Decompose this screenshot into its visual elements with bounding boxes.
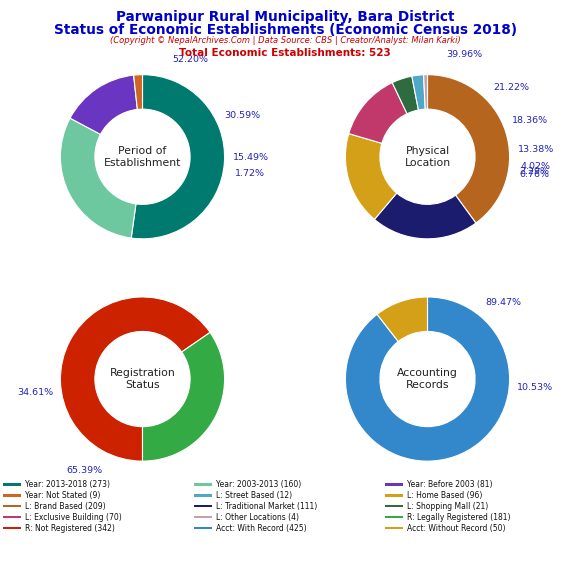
Wedge shape — [60, 297, 210, 461]
Text: (Copyright © NepalArchives.Com | Data Source: CBS | Creator/Analyst: Milan Karki: (Copyright © NepalArchives.Com | Data So… — [109, 36, 461, 45]
Wedge shape — [345, 133, 397, 219]
Text: Period of
Establishment: Period of Establishment — [104, 146, 181, 168]
Wedge shape — [60, 118, 136, 238]
Text: 10.53%: 10.53% — [518, 384, 553, 393]
Text: Year: Not Stated (9): Year: Not Stated (9) — [25, 491, 100, 500]
Text: 21.22%: 21.22% — [493, 83, 529, 92]
Text: L: Other Locations (4): L: Other Locations (4) — [216, 513, 299, 522]
Text: 0.76%: 0.76% — [519, 170, 549, 180]
Text: Year: Before 2003 (81): Year: Before 2003 (81) — [407, 480, 492, 489]
FancyBboxPatch shape — [385, 527, 402, 530]
Text: L: Shopping Mall (21): L: Shopping Mall (21) — [407, 502, 488, 511]
FancyBboxPatch shape — [3, 527, 21, 530]
Text: L: Street Based (12): L: Street Based (12) — [216, 491, 292, 500]
FancyBboxPatch shape — [194, 516, 212, 519]
Text: 30.59%: 30.59% — [225, 111, 260, 120]
Text: R: Not Registered (342): R: Not Registered (342) — [25, 524, 115, 532]
FancyBboxPatch shape — [3, 516, 21, 519]
Text: Acct: Without Record (50): Acct: Without Record (50) — [407, 524, 505, 532]
Wedge shape — [374, 193, 476, 239]
FancyBboxPatch shape — [385, 505, 402, 507]
Text: 39.96%: 39.96% — [446, 50, 483, 59]
Text: L: Brand Based (209): L: Brand Based (209) — [25, 502, 105, 511]
FancyBboxPatch shape — [385, 483, 402, 486]
Wedge shape — [377, 297, 428, 341]
Text: L: Traditional Market (111): L: Traditional Market (111) — [216, 502, 317, 511]
Text: 89.47%: 89.47% — [486, 298, 522, 307]
Text: 13.38%: 13.38% — [518, 145, 553, 154]
Text: 52.20%: 52.20% — [172, 55, 208, 64]
FancyBboxPatch shape — [3, 483, 21, 486]
Wedge shape — [131, 75, 225, 239]
Wedge shape — [349, 83, 407, 143]
Text: 4.02%: 4.02% — [520, 161, 551, 170]
Text: 2.29%: 2.29% — [520, 168, 550, 177]
Wedge shape — [70, 75, 137, 135]
Text: Parwanipur Rural Municipality, Bara District: Parwanipur Rural Municipality, Bara Dist… — [116, 10, 454, 25]
Text: Year: 2003-2013 (160): Year: 2003-2013 (160) — [216, 480, 301, 489]
Text: 1.72%: 1.72% — [234, 169, 264, 178]
Text: Status of Economic Establishments (Economic Census 2018): Status of Economic Establishments (Econo… — [54, 23, 516, 37]
FancyBboxPatch shape — [385, 494, 402, 496]
Text: Total Economic Establishments: 523: Total Economic Establishments: 523 — [179, 48, 391, 58]
FancyBboxPatch shape — [385, 516, 402, 519]
Text: L: Home Based (96): L: Home Based (96) — [407, 491, 482, 500]
Text: Physical
Location: Physical Location — [405, 146, 450, 168]
FancyBboxPatch shape — [194, 494, 212, 496]
Wedge shape — [142, 332, 225, 461]
Text: 15.49%: 15.49% — [233, 153, 269, 162]
Text: 18.36%: 18.36% — [511, 116, 548, 125]
FancyBboxPatch shape — [3, 494, 21, 496]
Text: L: Exclusive Building (70): L: Exclusive Building (70) — [25, 513, 121, 522]
Wedge shape — [424, 75, 428, 109]
Text: 65.39%: 65.39% — [66, 466, 102, 475]
Text: Accounting
Records: Accounting Records — [397, 368, 458, 390]
Wedge shape — [412, 75, 425, 110]
FancyBboxPatch shape — [194, 527, 212, 530]
Text: Acct: With Record (425): Acct: With Record (425) — [216, 524, 306, 532]
Wedge shape — [133, 75, 142, 109]
Wedge shape — [392, 76, 418, 114]
Wedge shape — [345, 297, 510, 461]
Text: Year: 2013-2018 (273): Year: 2013-2018 (273) — [25, 480, 110, 489]
Text: 34.61%: 34.61% — [17, 388, 53, 397]
Text: Registration
Status: Registration Status — [109, 368, 176, 390]
Wedge shape — [428, 75, 510, 223]
FancyBboxPatch shape — [194, 505, 212, 507]
Text: R: Legally Registered (181): R: Legally Registered (181) — [407, 513, 510, 522]
FancyBboxPatch shape — [3, 505, 21, 507]
FancyBboxPatch shape — [194, 483, 212, 486]
